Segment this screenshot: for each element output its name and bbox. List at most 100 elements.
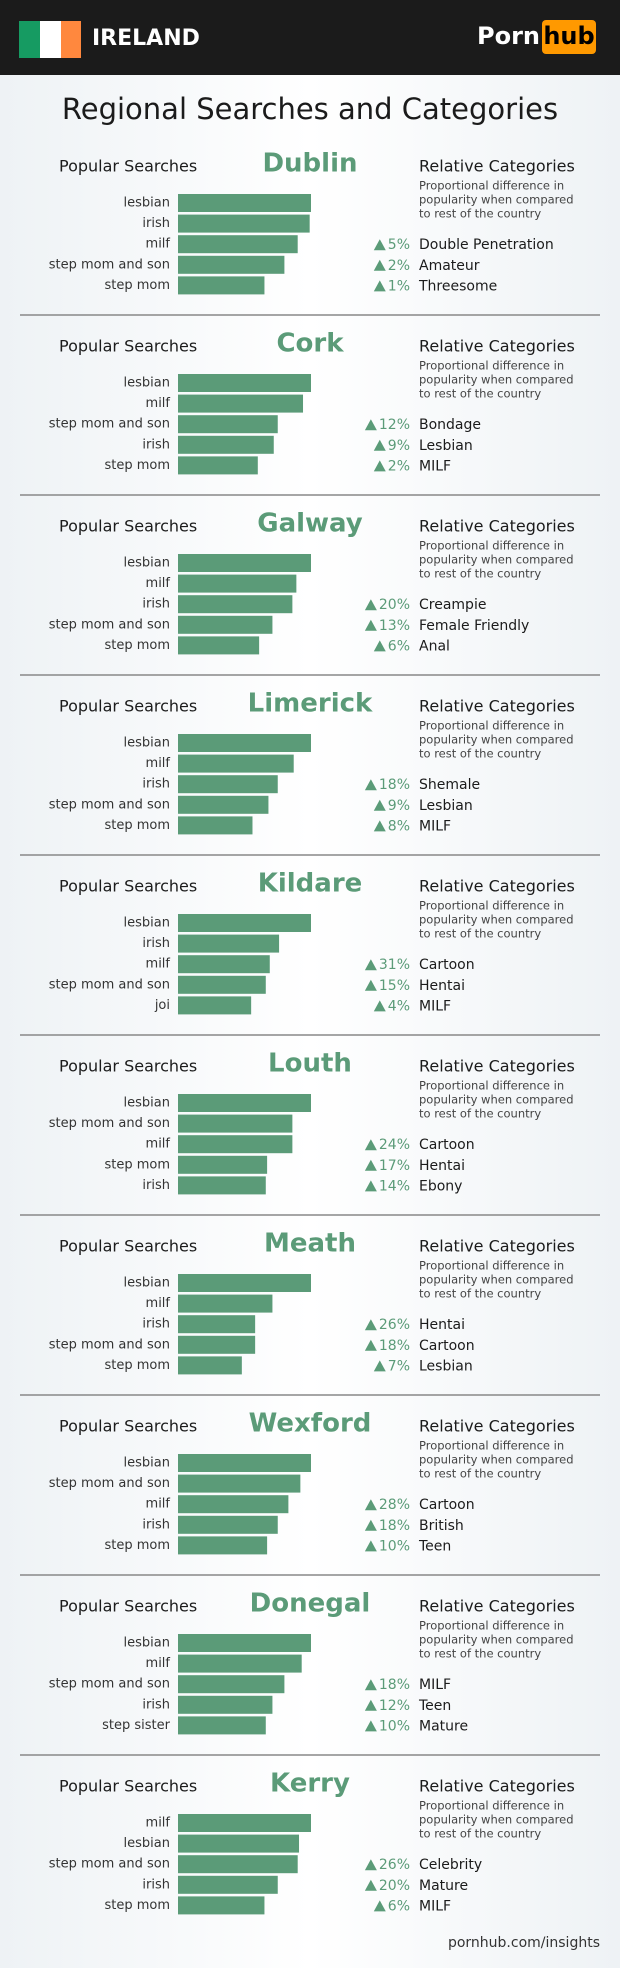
category-name: Teen <box>418 1538 451 1554</box>
bar <box>178 235 298 254</box>
bar <box>178 1875 278 1894</box>
bar <box>178 795 269 814</box>
description: to rest of the country <box>419 1827 541 1841</box>
bar <box>178 456 258 475</box>
bar <box>178 214 310 233</box>
category-name: Lesbian <box>419 798 473 814</box>
region-name: Meath <box>264 1229 356 1259</box>
bar <box>178 574 297 593</box>
categories-heading: Relative Categories <box>419 1237 575 1256</box>
search-label: lesbian <box>124 1836 170 1851</box>
category-change: 20% <box>379 597 410 613</box>
category-name: Hentai <box>419 978 465 994</box>
bar <box>178 1294 273 1313</box>
bar <box>178 975 266 994</box>
bar <box>178 1675 285 1694</box>
bar <box>178 955 270 974</box>
category-name: Anal <box>419 638 450 654</box>
bar <box>178 934 280 953</box>
categories-heading: Relative Categories <box>419 337 575 356</box>
category-change: 17% <box>379 1158 410 1174</box>
bar <box>178 1536 268 1555</box>
description: to rest of the country <box>419 1287 541 1301</box>
searches-heading: Popular Searches <box>59 1597 197 1616</box>
categories-heading: Relative Categories <box>419 157 575 176</box>
region-name: Kildare <box>258 869 363 899</box>
bar <box>178 1474 301 1493</box>
flag-orange <box>61 21 81 58</box>
category-name: Cartoon <box>419 1338 475 1354</box>
description: Proportional difference in <box>419 179 564 193</box>
bar <box>178 415 278 434</box>
category-name: Ebony <box>419 1178 462 1194</box>
search-label: milf <box>146 756 171 771</box>
bar <box>178 1176 266 1195</box>
category-name: Female Friendly <box>419 618 529 634</box>
up-arrow <box>373 820 386 832</box>
up-arrow <box>364 959 377 971</box>
category-change: 31% <box>379 957 410 973</box>
search-label: irish <box>142 777 170 792</box>
bar <box>178 194 311 212</box>
category-change: 18% <box>379 1338 410 1354</box>
bar <box>178 816 253 835</box>
up-arrow <box>364 779 377 791</box>
up-arrow <box>373 799 386 811</box>
up-arrow <box>373 239 386 251</box>
description: to rest of the country <box>419 1467 541 1481</box>
up-arrow <box>364 419 377 431</box>
bar <box>178 734 311 752</box>
categories-heading: Relative Categories <box>419 697 575 716</box>
category-name: Shemale <box>419 777 480 793</box>
search-label: lesbian <box>124 1096 170 1111</box>
search-label: step mom <box>104 1898 170 1913</box>
category-change: 13% <box>379 618 410 634</box>
bar <box>178 1834 300 1853</box>
category-change: 4% <box>388 998 410 1014</box>
up-arrow <box>373 259 386 271</box>
category-change: 6% <box>388 1898 410 1914</box>
search-label: step mom and son <box>49 617 170 632</box>
search-label: step mom and son <box>49 1337 170 1352</box>
up-arrow <box>373 1000 386 1012</box>
up-arrow <box>373 280 386 292</box>
logo-right: hub <box>543 22 594 50</box>
bar <box>178 1114 293 1133</box>
search-label: milf <box>146 1656 171 1671</box>
search-label: irish <box>142 437 170 452</box>
up-arrow <box>364 1720 377 1732</box>
bar <box>178 754 294 773</box>
category-change: 28% <box>379 1497 410 1513</box>
bar <box>178 1315 256 1334</box>
category-change: 12% <box>379 1698 410 1714</box>
search-label: irish <box>142 1517 170 1532</box>
bar <box>178 394 304 413</box>
search-label: irish <box>142 1178 170 1193</box>
up-arrow <box>364 1879 377 1891</box>
category-name: MILF <box>419 458 451 474</box>
bar <box>178 1654 302 1673</box>
description: popularity when compared <box>419 1273 574 1287</box>
bar <box>178 1855 298 1874</box>
bar <box>178 1896 265 1915</box>
up-arrow <box>364 1859 377 1871</box>
category-name: Hentai <box>419 1317 465 1333</box>
header-bar <box>0 0 620 75</box>
search-label: step mom and son <box>49 1857 170 1872</box>
search-label: milf <box>146 1497 171 1512</box>
category-change: 14% <box>379 1178 410 1194</box>
country-name: IRELAND <box>92 26 200 51</box>
up-arrow <box>364 619 377 631</box>
description: popularity when compared <box>419 193 574 207</box>
searches-heading: Popular Searches <box>59 157 197 176</box>
description: to rest of the country <box>419 567 541 581</box>
category-name: Lesbian <box>419 438 473 454</box>
description: Proportional difference in <box>419 359 564 373</box>
bar <box>178 554 311 572</box>
category-name: Hentai <box>419 1158 465 1174</box>
search-label: step mom and son <box>49 977 170 992</box>
search-label: lesbian <box>124 376 170 391</box>
searches-heading: Popular Searches <box>59 1057 197 1076</box>
bar <box>178 1155 268 1174</box>
